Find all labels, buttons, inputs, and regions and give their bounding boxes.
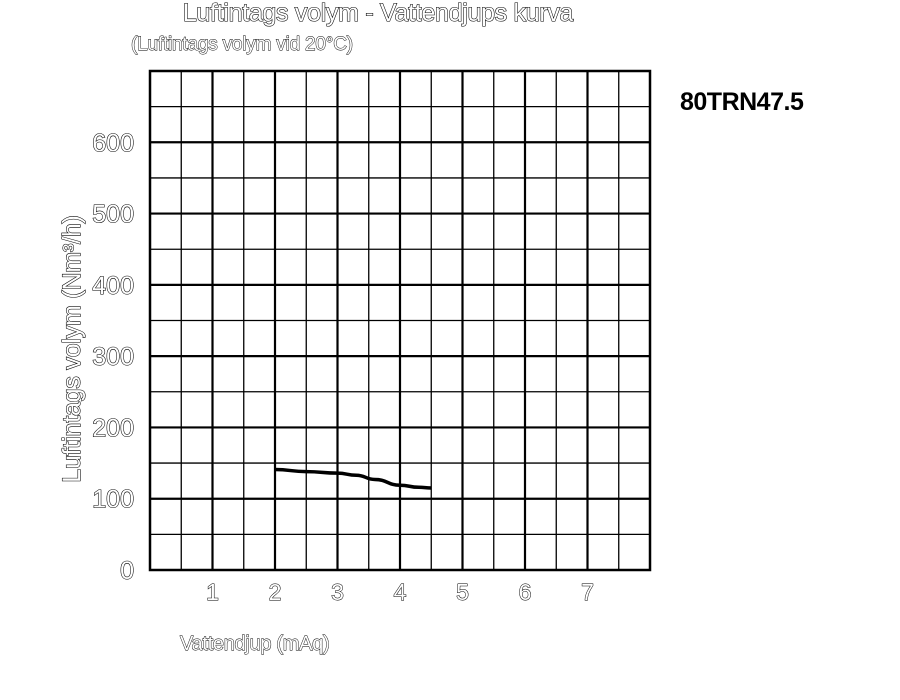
y-axis-label: Luftintags volym (Nm³/h) — [58, 215, 86, 483]
series-layer — [274, 467, 432, 490]
y-tick-label: 600 — [92, 129, 134, 157]
y-axis-ticks: 0 100 200 300 400 500 600 — [92, 129, 135, 586]
plot-frame — [148, 69, 652, 572]
model-label: 80TRN47.5 — [680, 88, 804, 116]
y-tick-label: 500 — [92, 201, 134, 229]
y-tick-label: 300 — [92, 343, 134, 371]
x-tick-label: 5 — [456, 579, 469, 605]
y-tick-label: 200 — [92, 414, 134, 442]
x-tick-label: 4 — [394, 579, 407, 605]
y-tick-label: 0 — [120, 557, 134, 585]
series-line — [274, 467, 432, 490]
chart-title: Luftintags volym - Vattendjups kurva — [183, 0, 574, 27]
x-tick-label: 2 — [269, 579, 282, 605]
grid — [150, 71, 650, 570]
x-tick-label: 7 — [581, 579, 594, 605]
chart-subtitle: (Luftintags volym vid 20°C) — [131, 34, 353, 55]
y-tick-label: 400 — [92, 272, 134, 300]
y-tick-label: 100 — [92, 486, 134, 514]
x-tick-label: 3 — [331, 579, 344, 605]
x-axis-label: Vattendjup (mAq) — [180, 633, 329, 655]
x-axis-ticks: 1 2 3 4 5 6 7 — [206, 579, 595, 606]
x-tick-label: 6 — [519, 579, 532, 605]
x-tick-label: 1 — [206, 579, 219, 605]
